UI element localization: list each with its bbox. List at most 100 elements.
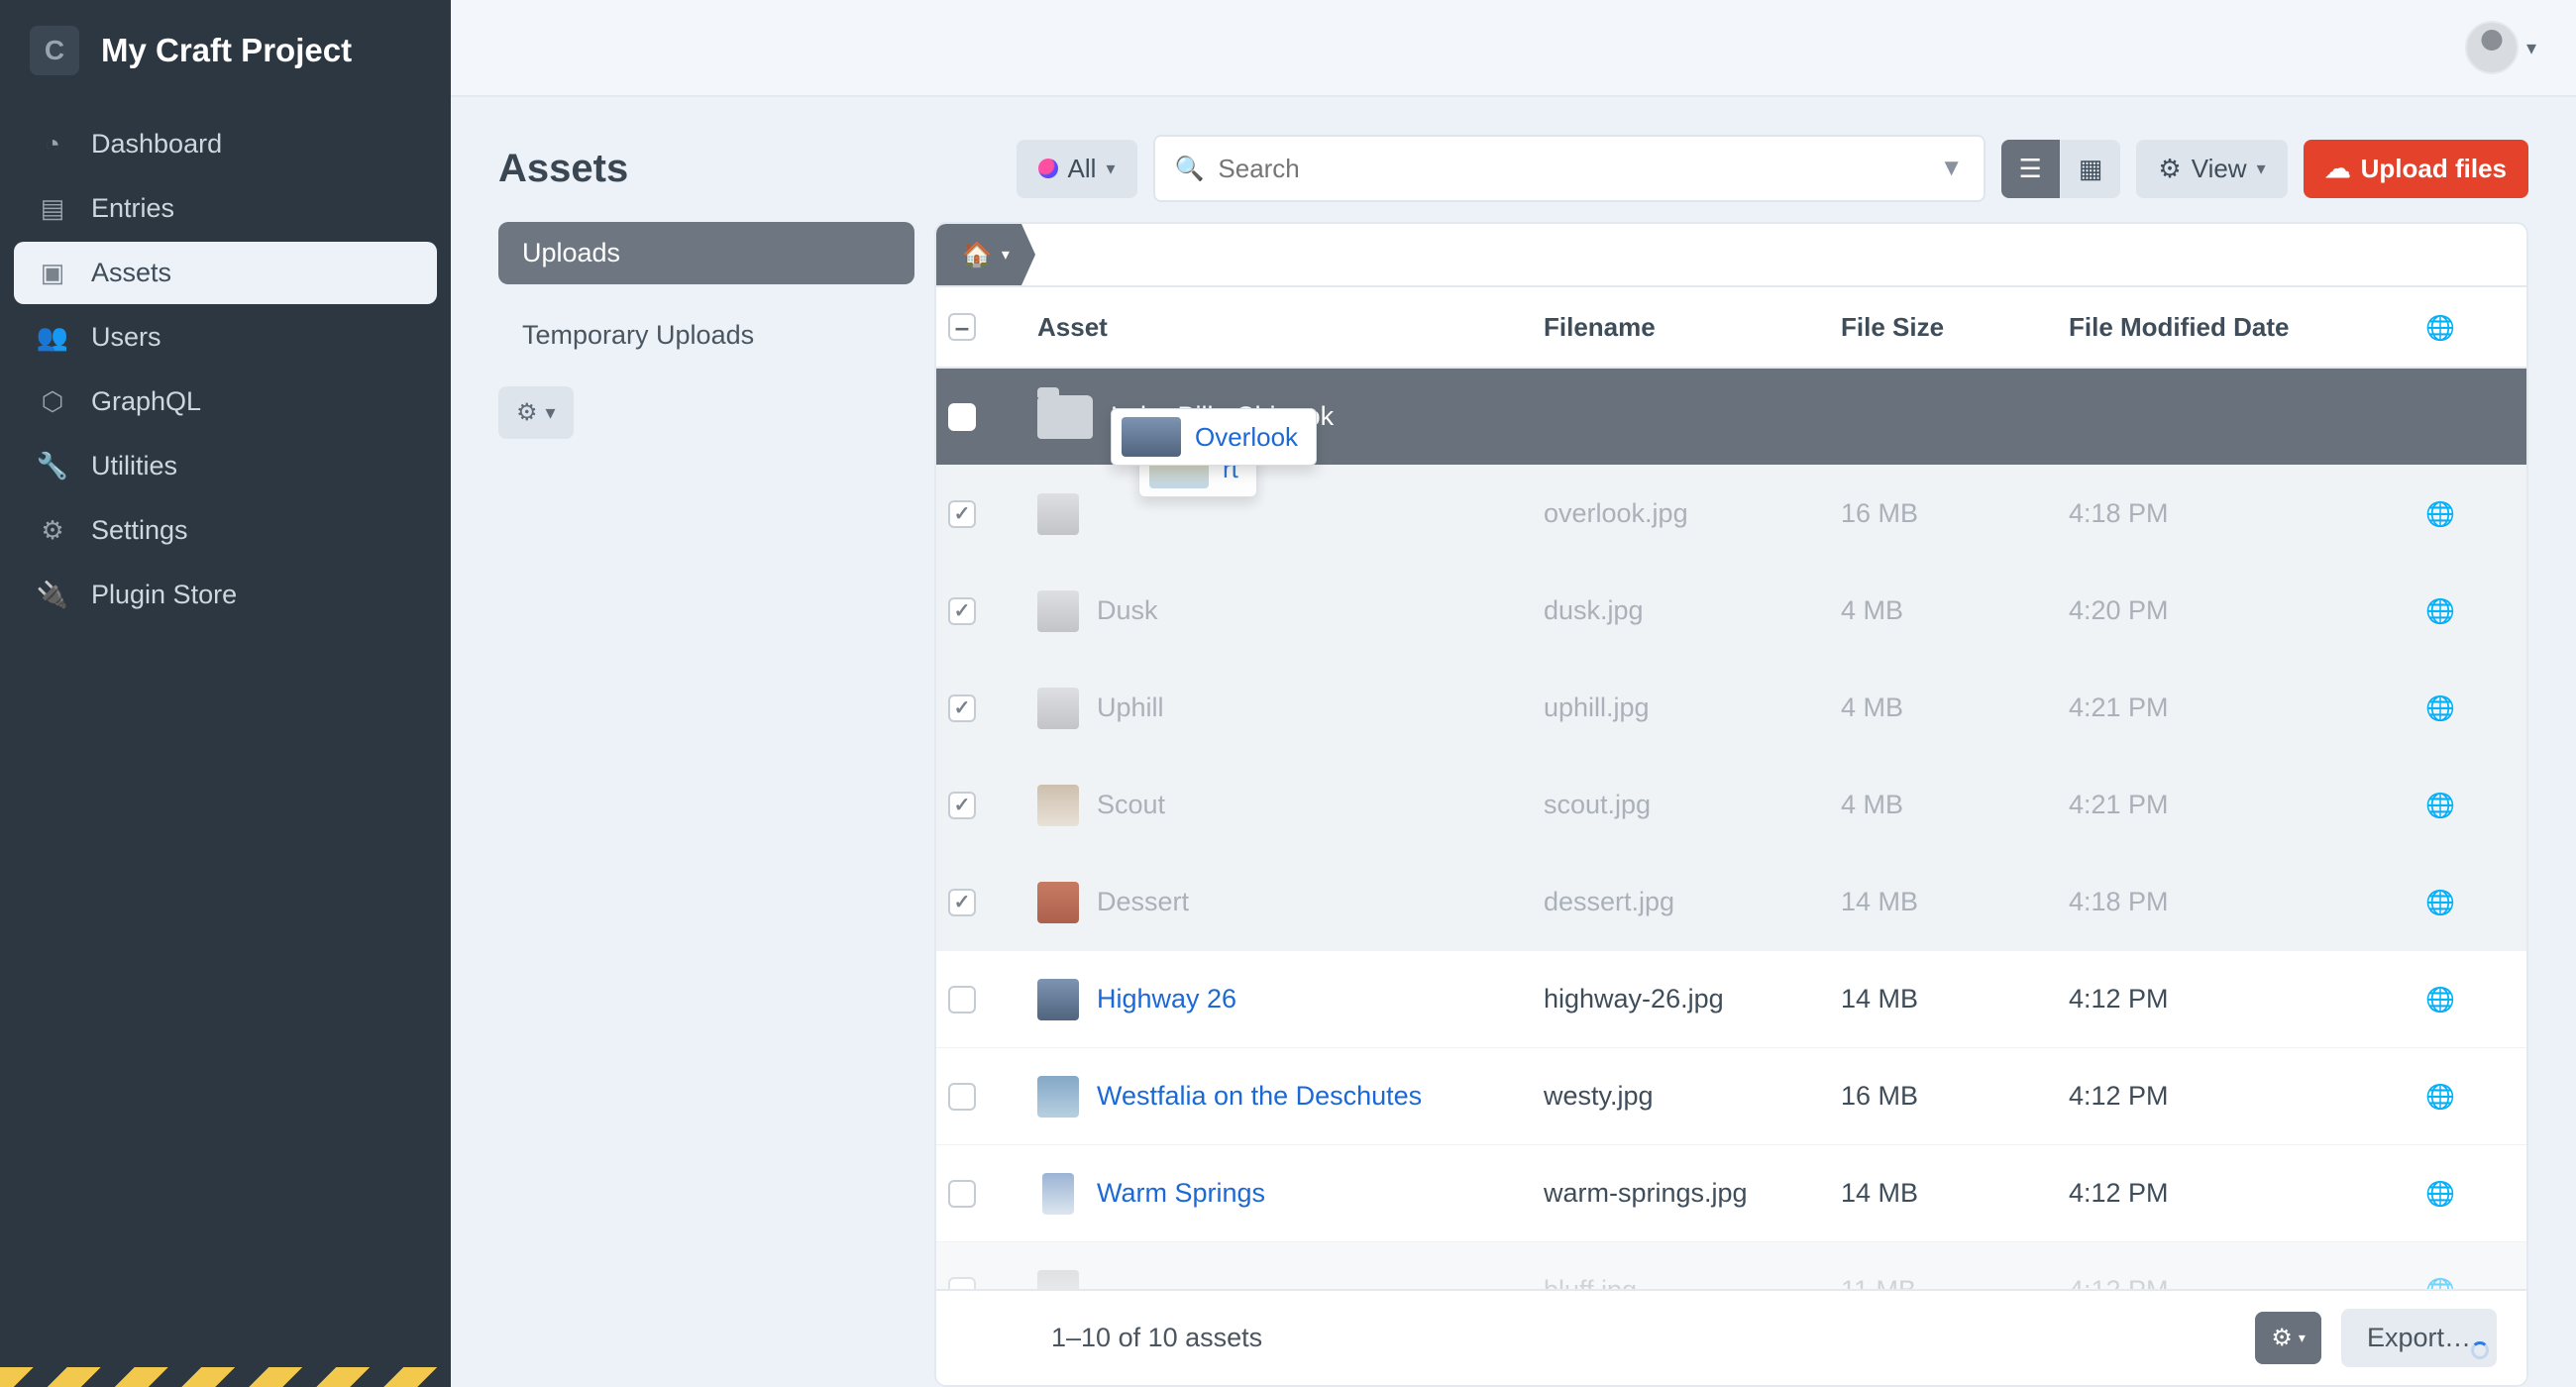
avatar-icon — [2465, 21, 2519, 74]
thumbnail-icon — [1037, 590, 1079, 632]
col-modified[interactable]: File Modified Date — [2069, 312, 2425, 343]
search-input[interactable] — [1218, 154, 1925, 184]
dev-mode-stripe — [0, 1367, 451, 1387]
cell-size: 16 MB — [1841, 498, 2069, 529]
table-row[interactable]: Dessert dessert.jpg 14 MB 4:18 PM 🌐 — [936, 854, 2526, 951]
cell-size: 14 MB — [1841, 984, 2069, 1014]
list-view-button[interactable]: ☰ — [2001, 140, 2060, 198]
nav-item-users[interactable]: 👥Users — [14, 306, 437, 369]
cell-modified: 4:20 PM — [2069, 595, 2425, 626]
bulk-actions-button[interactable]: ⚙ ▾ — [2255, 1312, 2321, 1364]
nav-label: Dashboard — [91, 129, 222, 160]
search-field[interactable]: 🔍 ▼ — [1153, 135, 1986, 202]
nav-item-dashboard[interactable]: ◔Dashboard — [14, 113, 437, 175]
row-checkbox[interactable] — [948, 500, 976, 528]
grid-view-button[interactable]: ▦ — [2060, 140, 2121, 198]
globe-icon: 🌐 — [2425, 987, 2455, 1014]
row-checkbox[interactable] — [948, 889, 976, 916]
nav-label: Assets — [91, 258, 171, 288]
chevron-down-icon: ▾ — [2299, 1330, 2306, 1346]
row-checkbox[interactable] — [948, 1180, 976, 1208]
table-row[interactable]: Highway 26 highway-26.jpg 14 MB 4:12 PM … — [936, 951, 2526, 1048]
nav-label: Entries — [91, 193, 174, 224]
asset-link[interactable]: Dusk — [1097, 595, 1158, 626]
asset-link[interactable]: Warm Springs — [1097, 1178, 1265, 1209]
nav-item-graphql[interactable]: ⬡GraphQL — [14, 371, 437, 433]
table-row[interactable]: Uphill uphill.jpg 4 MB 4:21 PM 🌐 — [936, 660, 2526, 757]
asset-link[interactable]: Highway 26 — [1097, 984, 1236, 1014]
table-row[interactable]: Dusk dusk.jpg 4 MB 4:20 PM 🌐 — [936, 563, 2526, 660]
nav-icon: ▤ — [36, 193, 69, 224]
globe-icon: 🌐 — [2425, 315, 2455, 342]
nav-item-plugin-store[interactable]: 🔌Plugin Store — [14, 564, 437, 626]
filter-icon[interactable]: ▼ — [1940, 155, 1964, 182]
table-row[interactable]: Warm Springs warm-springs.jpg 14 MB 4:12… — [936, 1145, 2526, 1242]
asset-link[interactable]: Uphill — [1097, 693, 1164, 723]
breadcrumb: 🏠 ▾ — [936, 224, 2526, 287]
sliders-icon: ⚙ — [2158, 154, 2181, 184]
source-temp-uploads[interactable]: Temporary Uploads — [498, 304, 914, 367]
cell-filename: dusk.jpg — [1544, 595, 1841, 626]
row-checkbox[interactable] — [948, 792, 976, 819]
col-asset[interactable]: Asset — [1037, 312, 1544, 343]
source-settings-button[interactable]: ⚙ ▾ — [498, 386, 574, 439]
view-mode-group: ☰ ▦ — [2001, 140, 2121, 198]
export-button[interactable]: Export… — [2341, 1309, 2497, 1367]
thumbnail-icon — [1037, 979, 1079, 1020]
topbar: ▾ — [451, 0, 2576, 97]
cell-size: 4 MB — [1841, 790, 2069, 820]
thumbnail-icon — [1037, 493, 1079, 535]
cell-modified: 4:18 PM — [2069, 887, 2425, 917]
row-checkbox[interactable] — [948, 1083, 976, 1111]
select-all-checkbox[interactable] — [948, 313, 976, 341]
asset-link[interactable]: Scout — [1097, 790, 1165, 820]
source-filter-all[interactable]: All ▾ — [1017, 140, 1137, 198]
asset-link[interactable]: Dessert — [1097, 887, 1189, 917]
cell-modified: 4:12 PM — [2069, 984, 2425, 1014]
nav-icon: ⚙ — [36, 515, 69, 546]
nav-item-assets[interactable]: ▣Assets — [14, 242, 437, 304]
table-header: Asset Filename File Size File Modified D… — [936, 287, 2526, 369]
cell-modified: 4:21 PM — [2069, 790, 2425, 820]
cell-size: 14 MB — [1841, 1178, 2069, 1209]
row-checkbox[interactable] — [948, 986, 976, 1014]
folder-row[interactable]: Lake-Billy-Chinook rt Overloo — [936, 369, 2526, 466]
thumbnail-icon — [1037, 785, 1079, 826]
user-menu[interactable]: ▾ — [2465, 21, 2536, 74]
breadcrumb-home[interactable]: 🏠 ▾ — [936, 224, 1035, 285]
col-filename[interactable]: Filename — [1544, 312, 1841, 343]
col-size[interactable]: File Size — [1841, 312, 2069, 343]
globe-icon: 🌐 — [2425, 501, 2455, 528]
thumbnail-icon — [1122, 417, 1181, 457]
brand[interactable]: C My Craft Project — [0, 0, 451, 105]
thumbnail-icon — [1037, 1076, 1079, 1118]
cell-filename: highway-26.jpg — [1544, 984, 1841, 1014]
nav-item-entries[interactable]: ▤ Entries — [14, 177, 437, 240]
source-uploads[interactable]: Uploads — [498, 222, 914, 284]
view-columns-button[interactable]: ⚙ View ▾ — [2136, 140, 2287, 198]
view-label: View — [2192, 154, 2247, 184]
row-checkbox[interactable] — [948, 403, 976, 431]
all-label: All — [1068, 154, 1097, 184]
nav-item-settings[interactable]: ⚙Settings — [14, 499, 437, 562]
globe-icon: 🌐 — [2425, 1181, 2455, 1208]
nav-label: Utilities — [91, 451, 177, 481]
page-title: Assets — [498, 147, 628, 191]
chevron-down-icon: ▾ — [1106, 159, 1115, 179]
nav-icon: 🔌 — [36, 580, 69, 610]
globe-icon: 🌐 — [2425, 890, 2455, 916]
table-row[interactable]: Scout scout.jpg 4 MB 4:21 PM 🌐 — [936, 757, 2526, 854]
primary-nav: ◔Dashboard ▤ Entries ▣Assets👥Users⬡GraphQL🔧… — [0, 105, 451, 634]
upload-files-button[interactable]: ☁ Upload files — [2304, 140, 2528, 198]
nav-item-utilities[interactable]: 🔧Utilities — [14, 435, 437, 497]
list-icon: ☰ — [2019, 154, 2042, 184]
export-label: Export… — [2367, 1323, 2471, 1352]
table-row[interactable]: Westfalia on the Deschutes westy.jpg 16 … — [936, 1048, 2526, 1145]
row-checkbox[interactable] — [948, 694, 976, 722]
asset-link[interactable]: Westfalia on the Deschutes — [1097, 1081, 1422, 1112]
thumbnail-icon — [1037, 882, 1079, 923]
spinner-icon — [2471, 1341, 2489, 1359]
row-checkbox[interactable] — [948, 597, 976, 625]
thumbnail-icon — [1042, 1173, 1074, 1215]
toolbar: Assets All ▾ 🔍 ▼ ☰ ▦ ⚙ View — [498, 135, 2528, 202]
